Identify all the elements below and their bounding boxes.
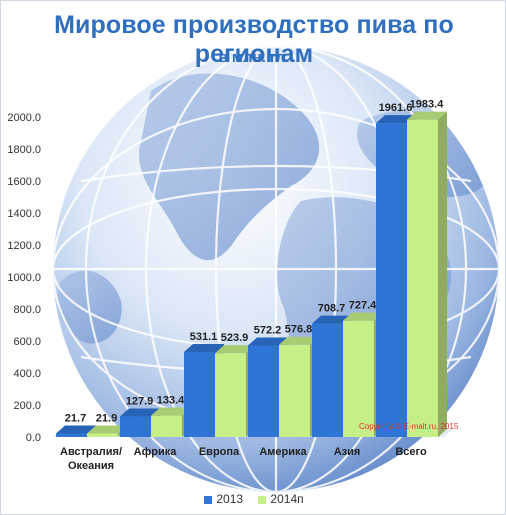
bar-front [151,415,182,437]
chart-subtitle: в млн. гл. [218,49,290,66]
bar-top [56,425,96,434]
bar-top [279,336,319,345]
legend: 2013 2014п [1,492,505,506]
y-tick-label: 1000.0 [7,272,41,284]
data-label: 1983.4 [410,99,445,111]
bar-front [407,119,438,437]
data-label: 21.9 [96,412,117,424]
bar-front [376,123,407,438]
legend-label-2014: 2014п [270,492,304,506]
bar-top [87,425,127,434]
bar-top [407,111,447,120]
y-tick-label: 1400.0 [7,208,41,220]
bar-top [151,407,191,416]
bar-front [215,353,246,437]
legend-swatch-2013 [204,495,213,504]
y-tick-label: 1600.0 [7,176,41,188]
data-label: 523.9 [221,332,249,344]
bar-front [279,344,310,437]
y-tick-label: 1800.0 [7,144,41,156]
category-label: Австралия/ [60,446,122,458]
data-label: 21.7 [65,413,86,425]
copyright-note: Copyright © E-malt.ru, 2015 [359,422,459,431]
data-label: 572.2 [254,324,282,336]
data-label: 531.1 [190,331,218,343]
category-labels-group: Австралия/Океания Африка Европа Америка Азия… [60,446,427,472]
bar-top [184,344,224,353]
y-tick-label: 200.0 [13,400,41,412]
y-tick-label: 400.0 [13,368,41,380]
y-tick-label: 0.0 [26,432,41,444]
bar-front [312,323,343,437]
category-label: Америка [259,446,307,458]
bar-2014п-5 [407,111,447,437]
category-label: Европа [199,446,240,458]
y-tick-label: 800.0 [13,304,41,316]
data-label: 133.4 [157,395,185,407]
bars-group [56,111,447,438]
bar-top [215,345,255,354]
legend-item-2013: 2013 [204,492,243,506]
bar-top [248,337,288,346]
bar-front [184,352,215,437]
data-label: 1961.6 [379,102,413,114]
bar-front [248,345,279,437]
bar-top [312,315,352,324]
bar-side [438,111,447,437]
data-label: 727.4 [349,300,377,312]
category-label: Всего [395,446,427,458]
y-tick-label: 600.0 [13,336,41,348]
bar-front [343,320,374,437]
y-tick-label: 1200.0 [7,240,41,252]
category-label: Океания [68,460,114,472]
chart-title: Мировое производство пива по регионам [54,11,454,68]
bar-front [87,433,118,437]
bar-front [56,433,87,437]
legend-label-2013: 2013 [216,492,244,506]
bar-front [120,416,151,437]
data-label: 708.7 [318,303,346,315]
data-label: 127.9 [126,396,154,408]
bar-top [120,408,160,417]
legend-item-2014: 2014п [258,492,304,506]
data-labels-group: 21.7 21.9 127.9 133.4 531.1 523.9 572.2 576.8 70… [65,99,444,425]
category-label: Африка [134,446,178,458]
bar-top [376,115,416,124]
category-label: Азия [334,446,361,458]
y-tick-label: 2000.0 [7,112,41,124]
bar-top [343,312,383,321]
legend-swatch-2014 [258,495,267,504]
data-label: 576.8 [285,324,313,336]
